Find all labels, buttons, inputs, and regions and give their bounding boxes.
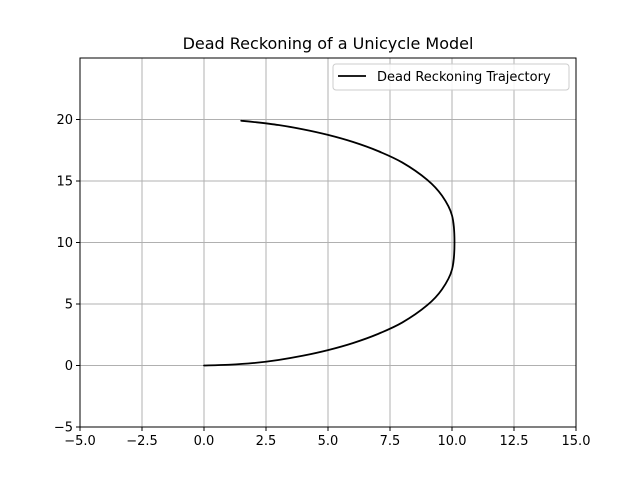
x-tick-label: 15.0 bbox=[562, 434, 591, 449]
y-tick-label: 5 bbox=[65, 298, 73, 313]
x-tick-label: −5.0 bbox=[64, 434, 96, 449]
x-tick-label: 2.5 bbox=[256, 434, 277, 449]
series-layer bbox=[203, 119, 456, 367]
chart-title: Dead Reckoning of a Unicycle Model bbox=[183, 34, 474, 53]
y-tick-label: 15 bbox=[56, 175, 73, 190]
y-tick-label: −5 bbox=[54, 421, 73, 436]
y-tick-label: 20 bbox=[56, 113, 73, 128]
legend: Dead Reckoning Trajectory bbox=[332, 63, 570, 91]
legend-label: Dead Reckoning Trajectory bbox=[377, 70, 551, 85]
x-axis-ticks: −5.0 −2.5 0.0 2.5 5.0 7.5 10.0 12.5 15.0 bbox=[64, 427, 590, 449]
y-tick-label: 0 bbox=[65, 359, 73, 374]
legend-box bbox=[332, 63, 570, 91]
x-tick-label: 5.0 bbox=[318, 434, 339, 449]
y-tick-label: 10 bbox=[56, 236, 73, 251]
x-tick-label: 7.5 bbox=[380, 434, 401, 449]
x-tick-label: 0.0 bbox=[194, 434, 215, 449]
x-tick-label: 12.5 bbox=[500, 434, 529, 449]
x-tick-label: 10.0 bbox=[438, 434, 467, 449]
series-line-dead-reckoning bbox=[203, 119, 456, 367]
x-tick-label: −2.5 bbox=[126, 434, 158, 449]
y-axis-ticks: −5 0 5 10 15 20 bbox=[54, 113, 80, 436]
